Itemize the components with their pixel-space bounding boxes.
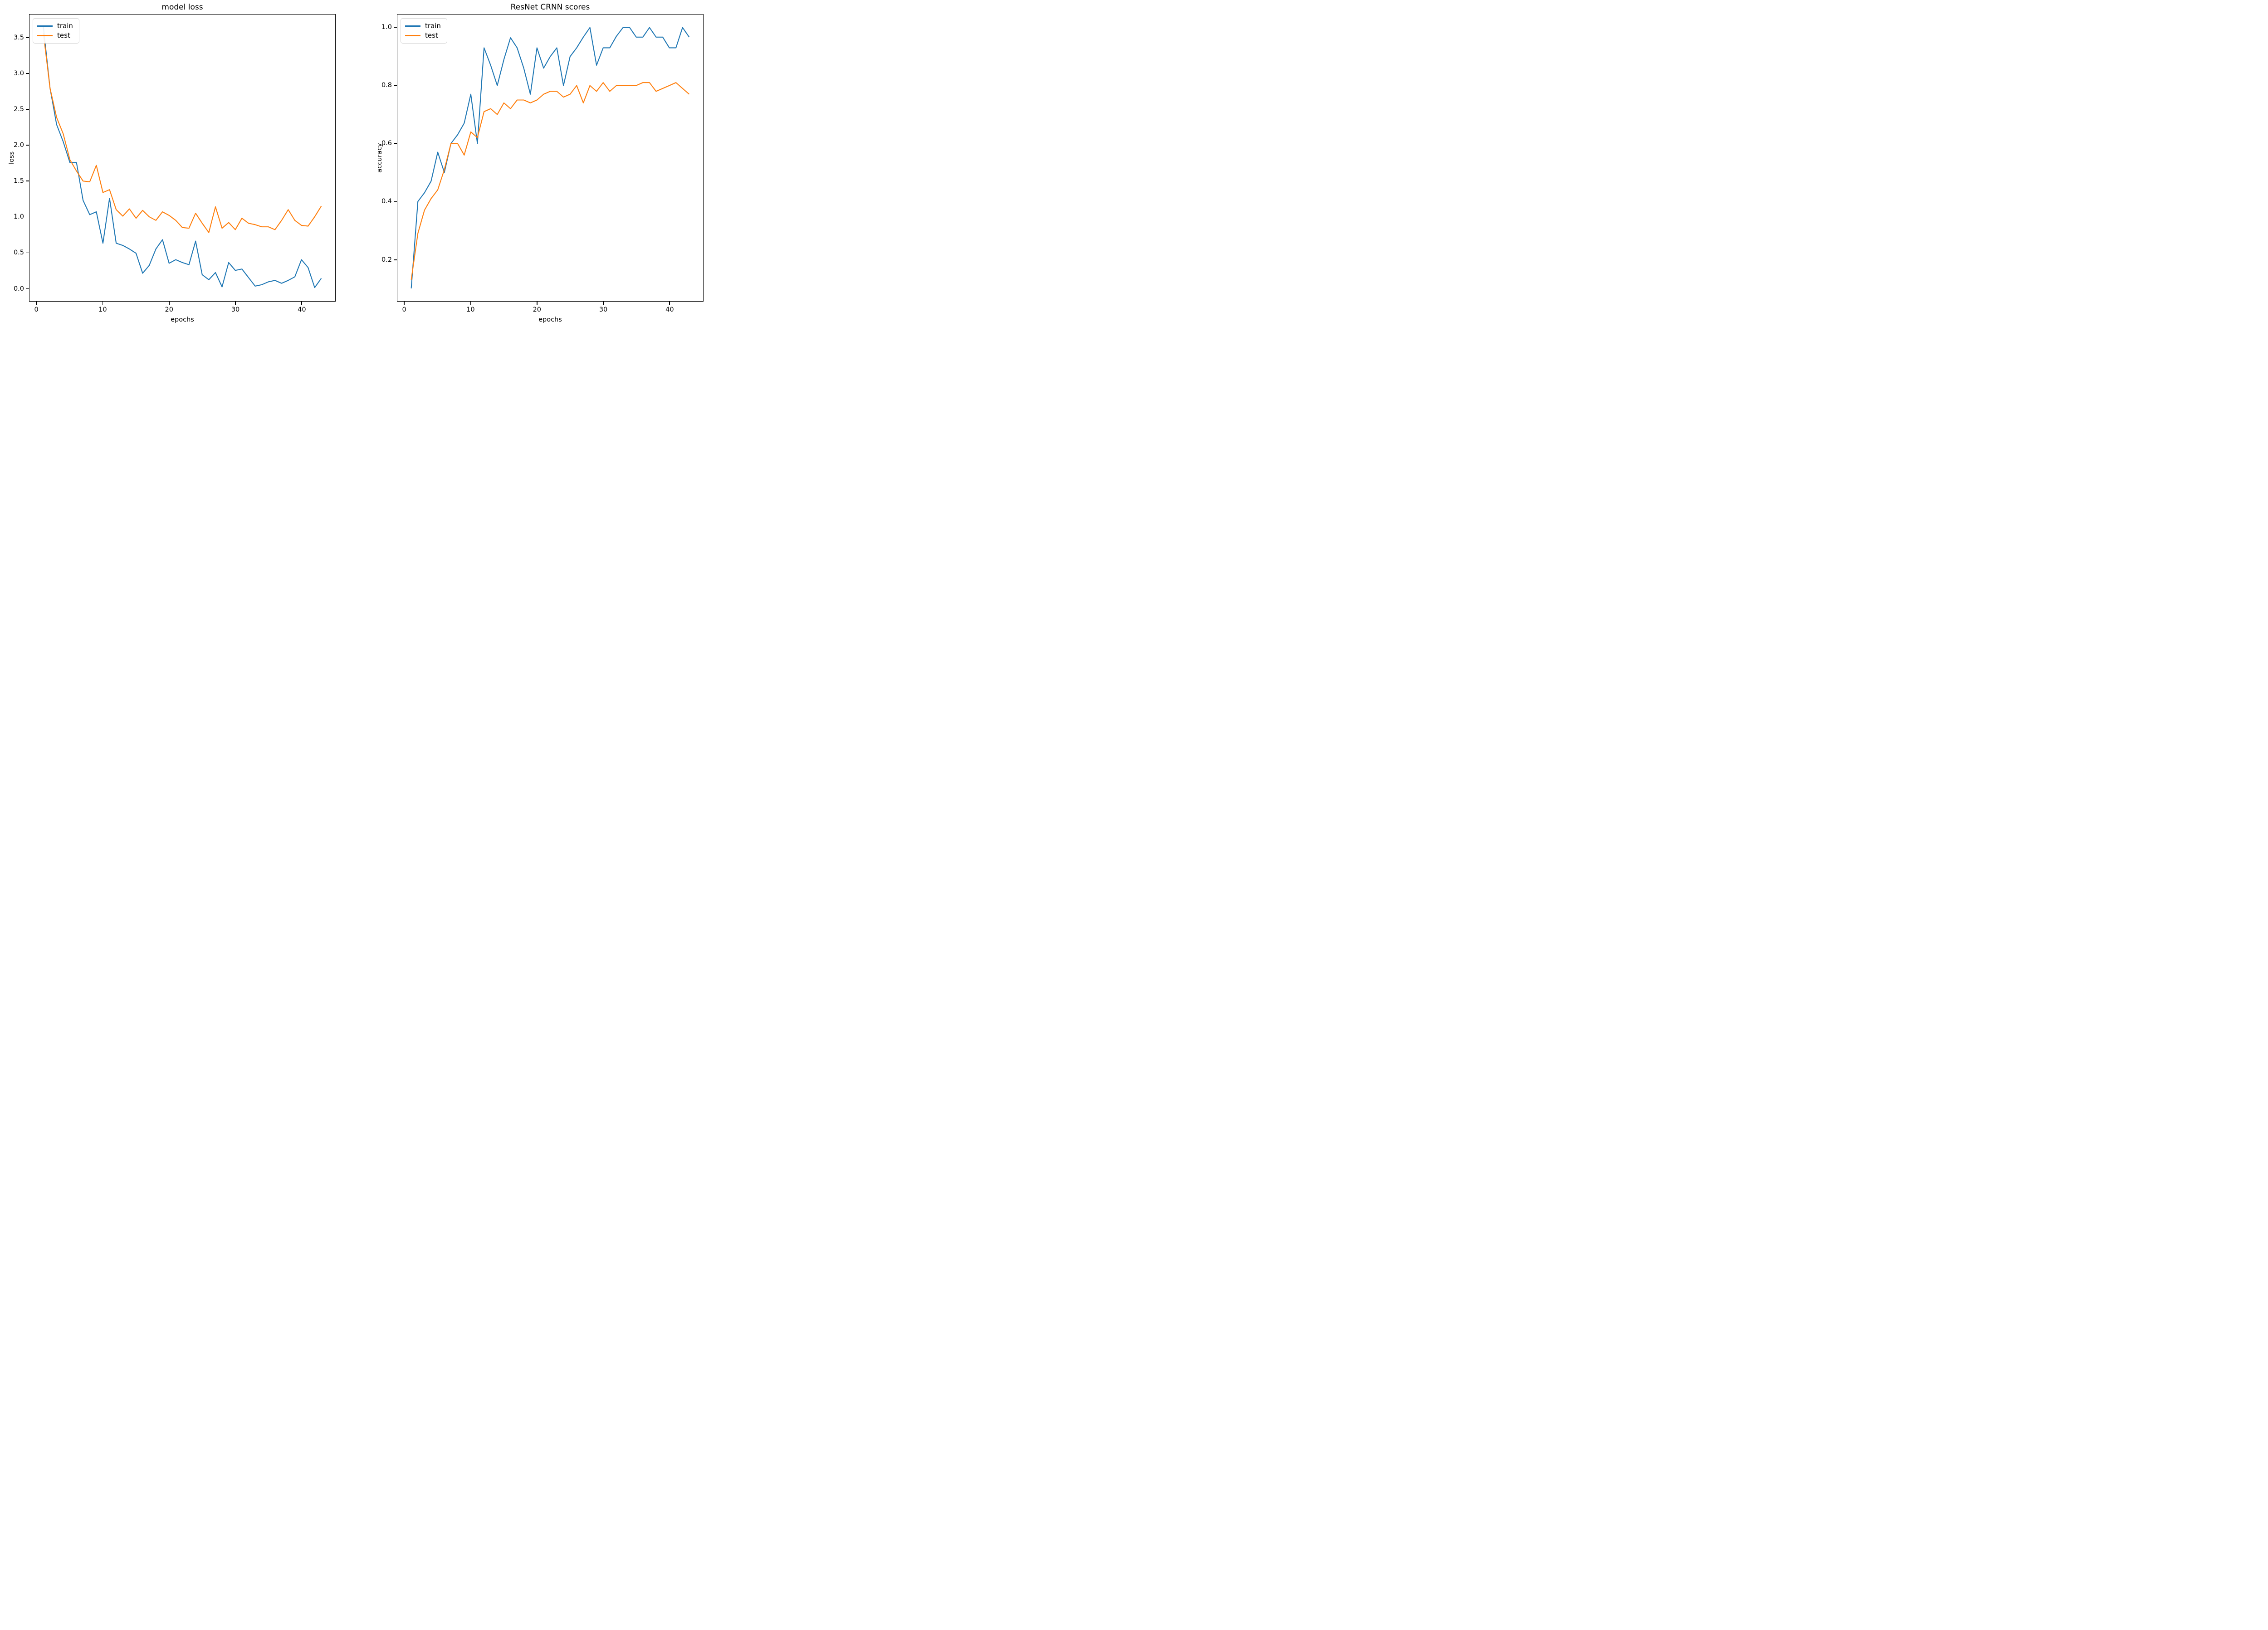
legend-accuracy: train test — [401, 18, 447, 44]
x-tick-mark — [470, 302, 471, 305]
x-tick-mark — [536, 302, 538, 305]
y-tick-mark — [26, 252, 29, 254]
x-tick-label: 30 — [599, 306, 608, 313]
y-tick-label: 0.0 — [13, 285, 24, 293]
accuracy-chart-canvas — [411, 27, 690, 288]
loss-chart-canvas — [43, 26, 322, 288]
x-tick-mark — [36, 302, 37, 305]
y-tick-mark — [26, 216, 29, 218]
x-axis-label-loss: epochs — [171, 316, 194, 323]
legend-item-test: test — [405, 31, 441, 40]
y-tick-label: 0.6 — [381, 140, 392, 147]
y-tick-label: 0.8 — [381, 82, 392, 89]
x-tick-label: 10 — [98, 306, 107, 313]
y-tick-label: 0.2 — [381, 256, 392, 264]
loss-plot-area: train test — [29, 14, 336, 302]
y-tick-mark — [394, 26, 397, 28]
y-tick-mark — [26, 145, 29, 146]
y-tick-label: 2.5 — [13, 106, 24, 113]
x-tick-mark — [603, 302, 604, 305]
y-tick-mark — [26, 288, 29, 289]
test-line — [43, 33, 322, 233]
chart-title-accuracy: ResNet CRNN scores — [510, 3, 590, 12]
y-tick-label: 1.0 — [381, 23, 392, 31]
y-tick-label: 1.5 — [13, 177, 24, 185]
y-tick-label: 0.4 — [381, 198, 392, 205]
x-tick-label: 0 — [34, 306, 39, 313]
legend-item-train: train — [405, 21, 441, 31]
x-tick-label: 40 — [665, 306, 674, 313]
y-tick-label: 2.0 — [13, 142, 24, 149]
x-tick-label: 20 — [165, 306, 173, 313]
legend-label-test: test — [425, 31, 438, 39]
y-tick-mark — [394, 201, 397, 202]
test-legend-line-icon — [37, 35, 53, 36]
legend-loss: train test — [33, 18, 79, 44]
figure: model loss loss epochs train test ResNet… — [0, 0, 710, 326]
x-tick-mark — [669, 302, 670, 305]
x-tick-label: 20 — [533, 306, 541, 313]
legend-item-train: train — [37, 21, 73, 31]
y-axis-label-loss: loss — [8, 151, 15, 165]
y-tick-mark — [26, 73, 29, 74]
legend-label-train: train — [425, 22, 441, 30]
x-tick-label: 0 — [402, 306, 406, 313]
x-tick-label: 40 — [298, 306, 306, 313]
y-tick-mark — [26, 109, 29, 110]
legend-item-test: test — [37, 31, 73, 40]
test-legend-line-icon — [405, 35, 420, 36]
legend-label-train: train — [57, 22, 73, 30]
x-tick-mark — [404, 302, 405, 305]
test-line — [411, 82, 690, 280]
x-tick-label: 30 — [231, 306, 240, 313]
y-tick-mark — [394, 85, 397, 86]
y-tick-label: 3.5 — [13, 34, 24, 42]
train-legend-line-icon — [405, 25, 420, 27]
x-tick-label: 10 — [466, 306, 475, 313]
y-tick-mark — [394, 259, 397, 260]
x-tick-mark — [235, 302, 236, 305]
train-line — [411, 27, 690, 288]
y-axis-label-accuracy: accuracy — [376, 143, 383, 173]
y-tick-mark — [26, 37, 29, 39]
x-tick-mark — [301, 302, 303, 305]
legend-label-test: test — [57, 31, 70, 39]
chart-title-loss: model loss — [161, 3, 203, 12]
train-legend-line-icon — [37, 25, 53, 27]
train-line — [43, 26, 322, 288]
y-tick-label: 3.0 — [13, 70, 24, 78]
x-axis-label-accuracy: epochs — [538, 316, 562, 323]
x-tick-mark — [168, 302, 170, 305]
y-tick-label: 0.5 — [13, 249, 24, 257]
y-tick-label: 1.0 — [13, 213, 24, 221]
y-tick-mark — [394, 143, 397, 144]
accuracy-plot-area: train test — [397, 14, 704, 302]
